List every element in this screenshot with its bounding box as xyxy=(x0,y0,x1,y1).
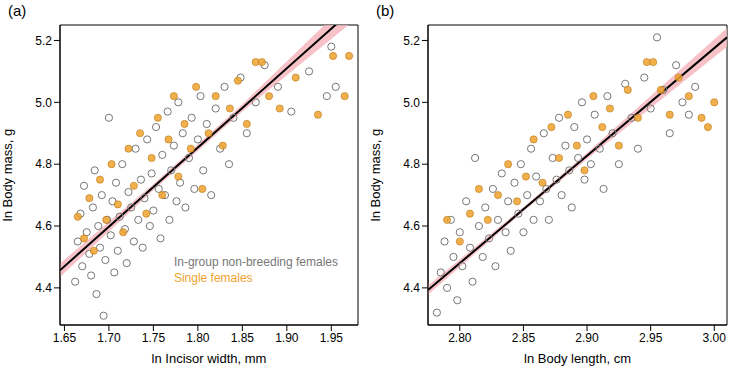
svg-text:1.75: 1.75 xyxy=(142,331,166,345)
svg-text:4.6: 4.6 xyxy=(35,219,52,233)
svg-text:ln Body mass, g: ln Body mass, g xyxy=(368,129,383,222)
html-text:(a): (a) xyxy=(8,2,27,19)
svg-text:5.2: 5.2 xyxy=(35,34,52,48)
svg-text:1.95: 1.95 xyxy=(320,331,344,345)
svg-text:ln Body length, cm: ln Body length, cm xyxy=(524,351,631,366)
svg-text:4.4: 4.4 xyxy=(403,281,420,295)
svg-text:2.95: 2.95 xyxy=(639,331,663,345)
svg-text:5.0: 5.0 xyxy=(403,96,420,110)
svg-text:2.80: 2.80 xyxy=(448,331,472,345)
svg-text:4.4: 4.4 xyxy=(35,281,52,295)
html-text:(b): (b) xyxy=(376,2,395,19)
svg-text:2.85: 2.85 xyxy=(512,331,536,345)
svg-text:3.00: 3.00 xyxy=(703,331,727,345)
svg-text:1.65: 1.65 xyxy=(53,331,77,345)
svg-text:1.80: 1.80 xyxy=(186,331,210,345)
svg-text:1.90: 1.90 xyxy=(275,331,299,345)
svg-text:4.8: 4.8 xyxy=(35,157,52,171)
svg-text:2.90: 2.90 xyxy=(575,331,599,345)
svg-text:5.2: 5.2 xyxy=(403,34,420,48)
svg-text:1.85: 1.85 xyxy=(231,331,255,345)
svg-text:4.6: 4.6 xyxy=(403,219,420,233)
svg-text:1.70: 1.70 xyxy=(97,331,121,345)
svg-text:5.0: 5.0 xyxy=(35,96,52,110)
html-text:In-group non-breeding females: In-group non-breeding females xyxy=(173,255,338,269)
html-text:Single females: Single females xyxy=(173,271,253,285)
svg-text:4.8: 4.8 xyxy=(403,157,420,171)
svg-text:ln Body mass, g: ln Body mass, g xyxy=(8,129,15,222)
svg-text:ln Incisor width, mm: ln Incisor width, mm xyxy=(152,351,267,366)
